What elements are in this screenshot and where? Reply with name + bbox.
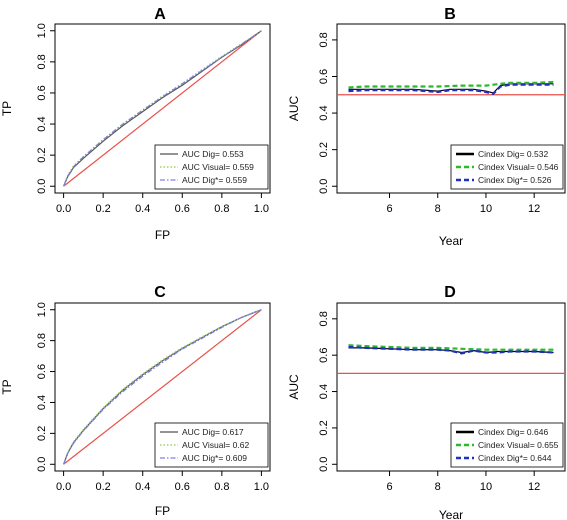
- legend-entry: Cindex Dig*= 0.526: [478, 175, 552, 185]
- y-tick-label: 0.2: [318, 142, 330, 157]
- y-axis-label: TP: [0, 101, 14, 116]
- plot-area: [62, 309, 262, 465]
- panel-a: A 0.0 0.2 0.4 0.6 0.8 1.0 0.0 0.2 0.4 0.6 0.8 1.0 FP T…: [0, 6, 271, 242]
- y-tick-label: 0.4: [318, 384, 330, 399]
- x-tick-label: 12: [528, 481, 540, 493]
- y-tick-label: 0.6: [36, 364, 48, 379]
- panel-title: A: [154, 6, 166, 23]
- x-tick-label: 1.0: [254, 481, 269, 493]
- x-axis-label: Year: [439, 234, 463, 248]
- legend: Cindex Dig= 0.646 Cindex Visual= 0.655 Cin…: [450, 422, 564, 468]
- legend-entry: Cindex Visual= 0.655: [478, 440, 559, 450]
- reference-diagonal: [63, 30, 262, 187]
- x-tick-label: 0.8: [214, 203, 229, 215]
- x-tick-label: 6: [386, 203, 392, 215]
- plot-area: [62, 30, 262, 187]
- series-line: [348, 80, 554, 89]
- y-tick-label: 0.6: [318, 69, 330, 84]
- series-line: [63, 30, 262, 187]
- x-tick-label: 0.0: [56, 203, 71, 215]
- x-tick-label: 0.8: [214, 481, 229, 493]
- y-tick-label: 0.6: [318, 348, 330, 363]
- plot-frame: [54, 23, 271, 194]
- legend: Cindex Dig= 0.532 Cindex Visual= 0.546 Cin…: [450, 144, 564, 190]
- legend-entry: Cindex Dig*= 0.644: [478, 453, 552, 463]
- y-tick-label: 0.0: [36, 179, 48, 194]
- legend-box: [450, 422, 564, 468]
- panel-c: C 0.0 0.2 0.4 0.6 0.8 1.0 0.0 0.2 0.4 0.6 0.8 1.0 FP T…: [0, 284, 271, 518]
- y-tick-label: 1.0: [36, 23, 48, 38]
- panel-b: B 6 8 10 12 0.0 0.2 0.4 0.6 0.8 Year AUC Cindex Dig=…: [287, 6, 566, 248]
- legend-entry: AUC Dig*= 0.609: [182, 453, 247, 463]
- panel-title: B: [444, 6, 456, 23]
- x-tick-label: 0.2: [96, 203, 111, 215]
- legend-entry: AUC Dig*= 0.559: [182, 175, 247, 185]
- legend-entry: Cindex Dig= 0.532: [478, 149, 548, 159]
- legend: AUC Dig= 0.617 AUC Visual= 0.62 AUC Dig*= …: [154, 422, 269, 468]
- y-tick-label: 0.0: [36, 457, 48, 472]
- x-tick-label: 6: [386, 481, 392, 493]
- legend-box: [450, 144, 564, 190]
- x-tick-label: 0.4: [135, 481, 150, 493]
- x-tick-label: 10: [480, 481, 492, 493]
- y-tick-label: 0.0: [318, 457, 330, 472]
- x-tick-label: 12: [528, 203, 540, 215]
- reference-diagonal: [63, 309, 262, 465]
- y-tick-label: 0.8: [318, 32, 330, 47]
- panel-d: D 6 8 10 12 0.0 0.2 0.4 0.6 0.8 Year AUC Cindex Dig=…: [287, 284, 566, 520]
- x-axis-label: FP: [155, 504, 170, 518]
- legend-entry: AUC Visual= 0.559: [182, 162, 254, 172]
- y-tick-label: 0.6: [36, 85, 48, 100]
- series-line: [62, 309, 262, 465]
- y-tick-label: 0.4: [36, 395, 48, 410]
- plot-area: [337, 344, 565, 374]
- plot-frame: [336, 302, 566, 472]
- legend-box: [154, 144, 269, 190]
- y-tick-label: 1.0: [36, 302, 48, 317]
- x-tick-label: 10: [480, 203, 492, 215]
- legend-box: [154, 422, 269, 468]
- series-line: [348, 344, 554, 351]
- x-tick-label: 0.6: [175, 481, 190, 493]
- y-tick-label: 0.2: [318, 420, 330, 435]
- y-tick-label: 0.4: [36, 116, 48, 131]
- x-tick-label: 0.4: [135, 203, 150, 215]
- plot-area: [337, 80, 565, 96]
- legend: AUC Dig= 0.553 AUC Visual= 0.559 AUC Dig*=…: [154, 144, 269, 190]
- x-tick-label: 1.0: [254, 203, 269, 215]
- legend-entry: AUC Dig= 0.553: [182, 149, 244, 159]
- y-tick-label: 0.8: [36, 54, 48, 69]
- y-axis-label: AUC: [287, 96, 301, 122]
- y-tick-label: 0.8: [36, 333, 48, 348]
- y-axis-label: AUC: [287, 374, 301, 400]
- plot-frame: [54, 302, 271, 472]
- series-line: [348, 345, 554, 355]
- series-line: [348, 83, 554, 96]
- x-tick-label: 0.0: [56, 481, 71, 493]
- y-tick-label: 0.2: [36, 147, 48, 162]
- y-tick-label: 0.2: [36, 426, 48, 441]
- plot-frame: [336, 23, 566, 194]
- x-tick-label: 8: [435, 203, 441, 215]
- legend-entry: AUC Dig= 0.617: [182, 427, 244, 437]
- x-tick-label: 0.6: [175, 203, 190, 215]
- x-tick-label: 8: [435, 481, 441, 493]
- x-tick-label: 0.2: [96, 481, 111, 493]
- panel-title: D: [444, 284, 456, 301]
- x-axis-label: Year: [439, 508, 463, 520]
- y-tick-label: 0.0: [318, 179, 330, 194]
- legend-entry: Cindex Visual= 0.546: [478, 162, 559, 172]
- y-tick-label: 0.8: [318, 311, 330, 326]
- series-line: [62, 30, 262, 187]
- series-line: [348, 347, 554, 354]
- x-axis-label: FP: [155, 228, 170, 242]
- y-tick-label: 0.4: [318, 105, 330, 120]
- series-line: [63, 309, 262, 465]
- legend-entry: Cindex Dig= 0.646: [478, 427, 548, 437]
- panel-title: C: [154, 284, 166, 301]
- y-axis-label: TP: [0, 379, 14, 394]
- legend-entry: AUC Visual= 0.62: [182, 440, 249, 450]
